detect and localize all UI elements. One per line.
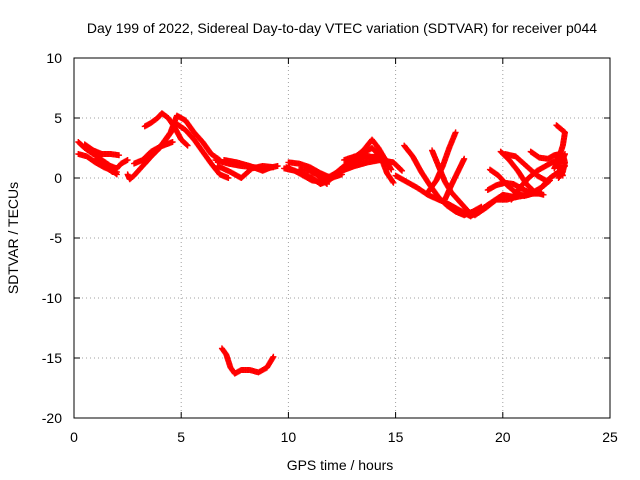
x-tick-label: 15 xyxy=(388,429,404,445)
data-point xyxy=(388,166,395,173)
y-tick-label: 10 xyxy=(46,50,62,66)
series-arc-24 xyxy=(441,155,468,203)
data-point xyxy=(268,164,275,171)
y-axis-label: SDTVAR / TECUs xyxy=(5,182,21,294)
series-arc-16 xyxy=(326,157,406,183)
series-arc-28 xyxy=(484,179,545,197)
data-point xyxy=(398,166,405,173)
series-arc-15 xyxy=(296,166,330,187)
series-arc-19 xyxy=(341,152,384,163)
series-arc-3 xyxy=(81,141,123,159)
x-tick-label: 20 xyxy=(495,429,511,445)
data-point xyxy=(183,141,190,148)
data-point xyxy=(542,177,549,184)
x-tick-label: 5 xyxy=(177,429,185,445)
data-point xyxy=(389,178,396,185)
data-point xyxy=(184,142,191,149)
data-point xyxy=(274,163,281,169)
data-point xyxy=(424,189,431,196)
y-tick-label: -10 xyxy=(42,290,62,306)
series-arc-8 xyxy=(131,139,176,167)
y-tick-label: -15 xyxy=(42,350,62,366)
chart-title: Day 199 of 2022, Sidereal Day-to-day VTE… xyxy=(87,20,597,36)
data-point xyxy=(113,169,120,175)
x-tick-label: 10 xyxy=(281,429,297,445)
series-arc-31 xyxy=(501,151,549,184)
data-point xyxy=(559,172,566,179)
data-point xyxy=(116,152,123,159)
data-point xyxy=(399,167,406,174)
data-marks xyxy=(75,110,568,377)
series-arc-21 xyxy=(401,142,485,219)
y-tick-label: 5 xyxy=(54,110,62,126)
data-point xyxy=(557,151,564,157)
series-arc-33 xyxy=(218,345,277,377)
x-axis-label: GPS time / hours xyxy=(287,457,394,473)
series-arc-23 xyxy=(424,129,459,196)
data-point xyxy=(169,139,176,145)
data-point xyxy=(323,181,330,187)
grid xyxy=(74,58,610,418)
y-tick-label: -5 xyxy=(50,230,63,246)
data-point xyxy=(551,165,558,172)
y-tick-label: -20 xyxy=(42,410,62,426)
data-point xyxy=(377,157,384,163)
data-point xyxy=(270,353,277,360)
data-point xyxy=(538,190,545,197)
y-tick-label: 0 xyxy=(54,170,62,186)
data-point xyxy=(225,175,232,181)
data-point xyxy=(441,196,448,203)
data-point xyxy=(390,179,397,186)
data-point xyxy=(323,180,330,187)
data-point xyxy=(124,157,131,163)
series-arc-11 xyxy=(221,157,275,174)
series-arc-7 xyxy=(141,110,191,149)
series-arc-32 xyxy=(527,148,564,162)
series-arc-4 xyxy=(92,155,120,175)
axis-ticks: 0 5 10 15 20 25 -20 -15 -10 -5 0 5 10 xyxy=(42,50,618,445)
x-tick-label: 0 xyxy=(70,429,78,445)
series-arc-6 xyxy=(141,112,223,167)
x-tick-label: 25 xyxy=(602,429,618,445)
series-arc-30 xyxy=(555,151,568,181)
data-point xyxy=(425,188,432,195)
